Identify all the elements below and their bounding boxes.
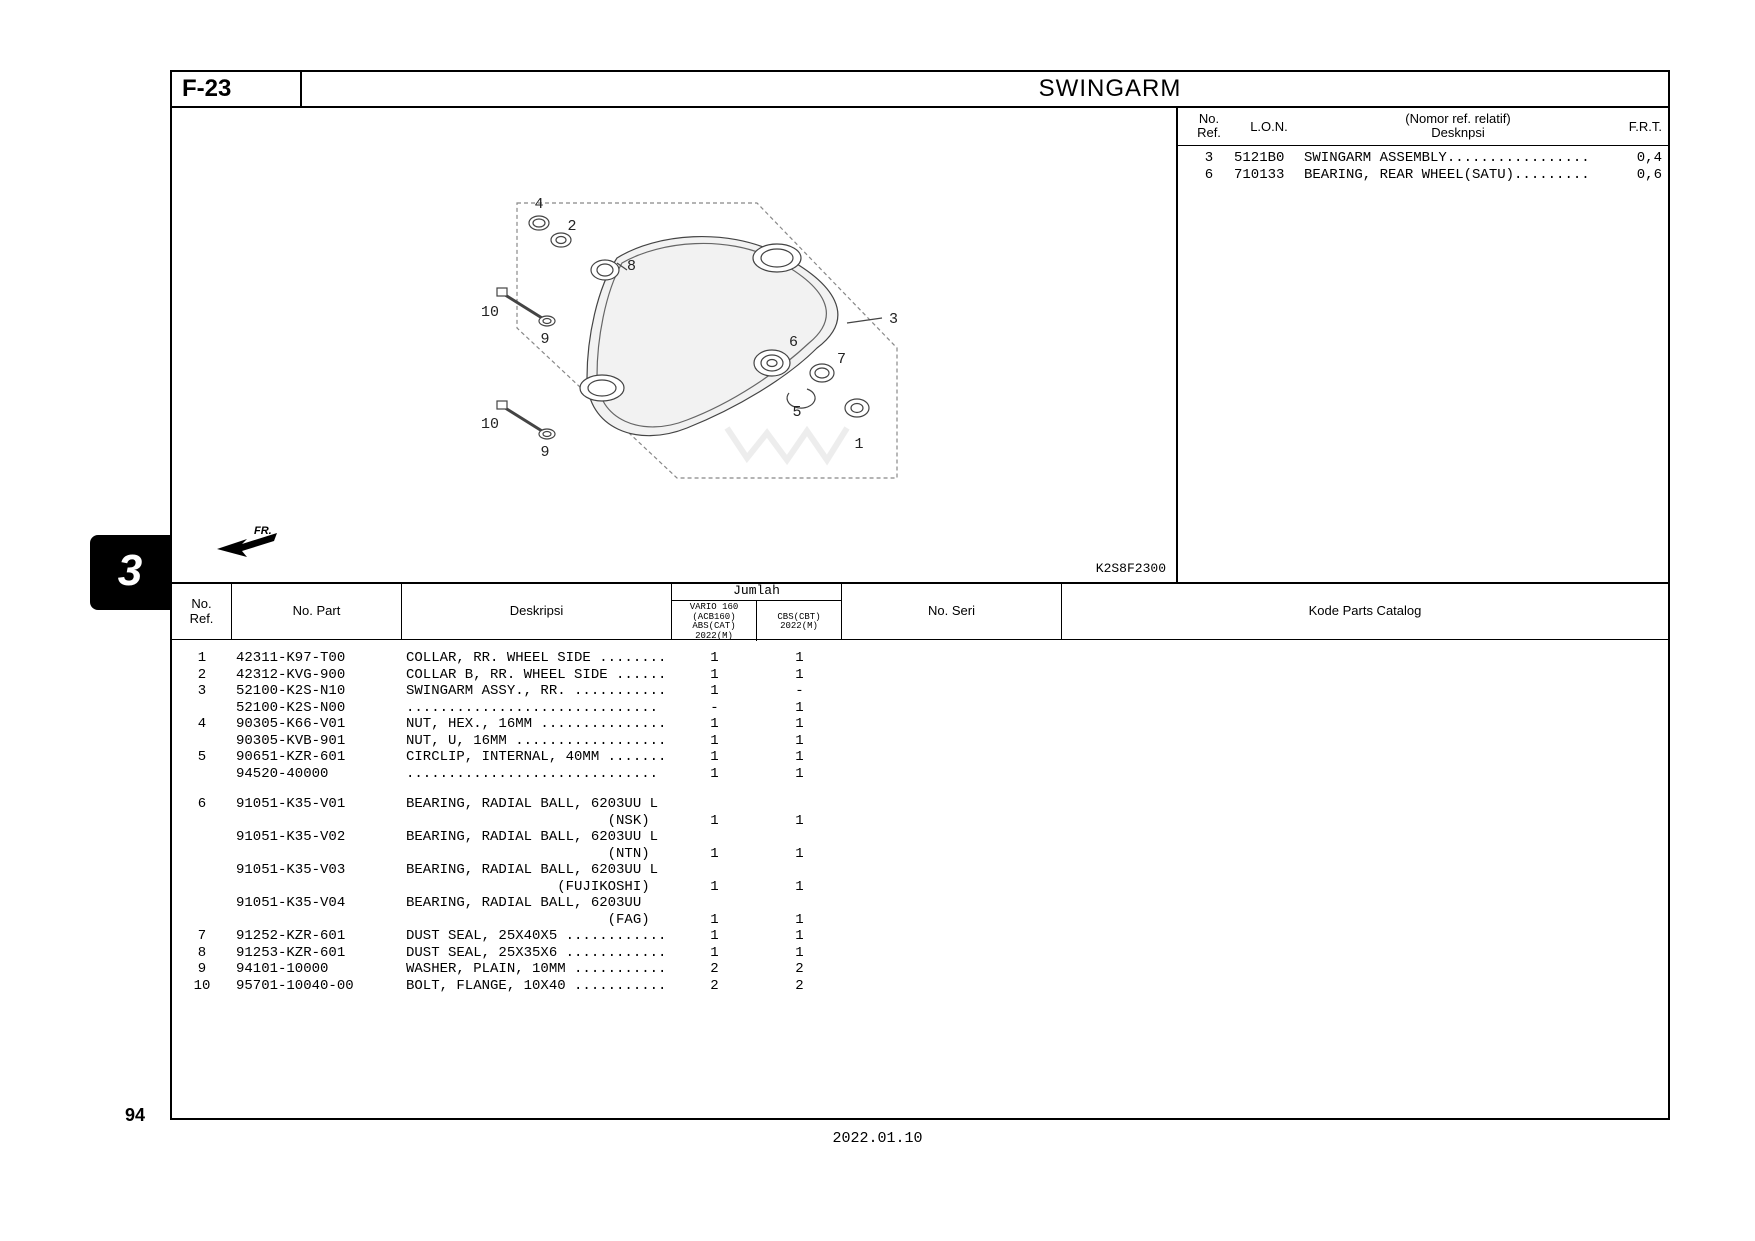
callout-2: 2 — [567, 218, 576, 235]
callout-8: 8 — [627, 258, 636, 275]
page-frame: F-23 SWINGARM — [170, 70, 1670, 1120]
callout-7: 7 — [837, 351, 846, 368]
part-row: 142311-K97-T00COLLAR, RR. WHEEL SIDE ...… — [172, 650, 1668, 667]
part-row: 490305-K66-V01NUT, HEX., 16MM ..........… — [172, 716, 1668, 733]
part-row: 791252-KZR-601DUST SEAL, 25X40X5 .......… — [172, 928, 1668, 945]
callout-4: 4 — [534, 196, 543, 213]
part-row: 94520-40000.............................… — [172, 766, 1668, 783]
part-row: (FUJIKOSHI)11 — [172, 879, 1668, 896]
part-row: 352100-K2S-N10SWINGARM ASSY., RR. ......… — [172, 683, 1668, 700]
exploded-diagram-panel: 4 2 8 10 9 10 9 6 5 7 1 3 — [172, 108, 1178, 582]
part-row: 91051-K35-V03BEARING, RADIAL BALL, 6203U… — [172, 862, 1668, 879]
callout-5: 5 — [792, 404, 801, 421]
section-tab: 3 — [90, 535, 170, 610]
part-row: 52100-K2S-N00...........................… — [172, 700, 1668, 717]
page-date: 2022.01.10 — [0, 1130, 1755, 1147]
callout-6: 6 — [789, 334, 798, 351]
ref-row: 35121B0SWINGARM ASSEMBLY................… — [1184, 150, 1662, 168]
callout-9b: 9 — [540, 444, 549, 461]
callout-10b: 10 — [481, 416, 499, 433]
page-number: 94 — [125, 1105, 145, 1126]
part-row: (NSK)11 — [172, 813, 1668, 830]
part-row: 91051-K35-V04BEARING, RADIAL BALL, 6203U… — [172, 895, 1668, 912]
section-code: F-23 — [172, 72, 302, 106]
ref-panel-header: No.Ref. L.O.N. (Nomor ref. relatif)Deskn… — [1178, 108, 1668, 146]
callout-9a: 9 — [540, 331, 549, 348]
parts-table: No. Ref. No. Part Deskripsi Jumlah VARIO… — [172, 582, 1668, 1004]
part-row: (NTN)11 — [172, 846, 1668, 863]
part-row: 891253-KZR-601DUST SEAL, 25X35X6 .......… — [172, 945, 1668, 962]
parts-table-header: No. Ref. No. Part Deskripsi Jumlah VARIO… — [172, 584, 1668, 640]
section-title: SWINGARM — [302, 72, 1668, 106]
callout-3: 3 — [889, 311, 898, 328]
part-row: 90305-KVB-901NUT, U, 16MM ..............… — [172, 733, 1668, 750]
diagram-code: K2S8F2300 — [1096, 561, 1166, 576]
part-row: 691051-K35-V01BEARING, RADIAL BALL, 6203… — [172, 796, 1668, 813]
part-row: 1095701-10040-00BOLT, FLANGE, 10X40 ....… — [172, 978, 1668, 995]
reference-panel: No.Ref. L.O.N. (Nomor ref. relatif)Deskn… — [1178, 108, 1668, 582]
exploded-diagram: 4 2 8 10 9 10 9 6 5 7 1 3 — [427, 148, 967, 508]
part-row: 994101-10000WASHER, PLAIN, 10MM ........… — [172, 961, 1668, 978]
page-header: F-23 SWINGARM — [172, 72, 1668, 108]
callout-10a: 10 — [481, 304, 499, 321]
part-row: 91051-K35-V02BEARING, RADIAL BALL, 6203U… — [172, 829, 1668, 846]
ref-row: 6710133BEARING, REAR WHEEL(SATU)........… — [1184, 167, 1662, 185]
part-row: (FAG)11 — [172, 912, 1668, 929]
part-row: 590651-KZR-601CIRCLIP, INTERNAL, 40MM ..… — [172, 749, 1668, 766]
part-row: 242312-KVG-900COLLAR B, RR. WHEEL SIDE .… — [172, 667, 1668, 684]
fr-direction-icon: FR. — [212, 529, 282, 562]
callout-1: 1 — [854, 436, 863, 453]
